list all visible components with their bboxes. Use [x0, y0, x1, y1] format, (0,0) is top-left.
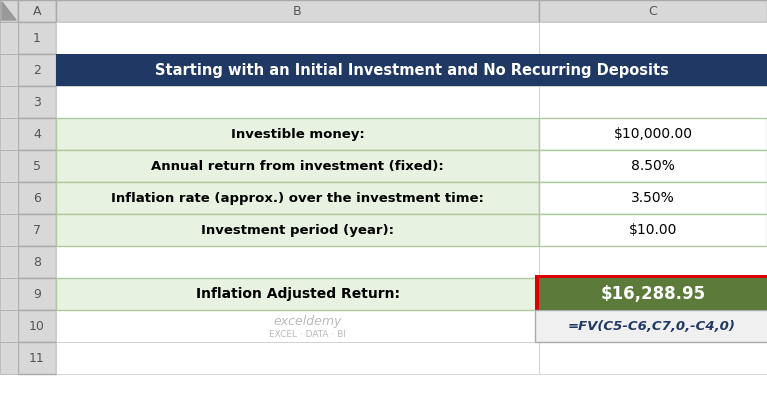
Bar: [56, 54, 539, 86]
Bar: [18, 0, 56, 22]
Bar: [56, 0, 539, 22]
Text: 3: 3: [33, 95, 41, 108]
Bar: [539, 182, 767, 214]
Bar: [56, 278, 539, 310]
Text: $16,288.95: $16,288.95: [601, 285, 706, 303]
Bar: [18, 150, 56, 182]
Bar: [539, 214, 767, 246]
Text: 1: 1: [33, 32, 41, 45]
Bar: [539, 22, 767, 54]
Bar: [18, 22, 56, 54]
Bar: [56, 246, 539, 278]
Bar: [539, 246, 767, 278]
Bar: [539, 310, 767, 342]
Bar: [56, 182, 539, 214]
Bar: [56, 54, 767, 86]
Text: Starting with an Initial Investment and No Recurring Deposits: Starting with an Initial Investment and …: [155, 63, 668, 78]
Text: C: C: [649, 5, 657, 18]
Bar: [539, 182, 767, 214]
Bar: [535, 310, 767, 342]
Bar: [0, 0, 18, 22]
Bar: [539, 150, 767, 182]
Bar: [56, 118, 539, 150]
Text: EXCEL · DATA · BI: EXCEL · DATA · BI: [268, 330, 346, 339]
Text: 3.50%: 3.50%: [631, 191, 675, 205]
Bar: [56, 150, 539, 182]
Bar: [0, 150, 18, 182]
Text: =FV(C5-C6,C7,0,-C4,0): =FV(C5-C6,C7,0,-C4,0): [568, 319, 736, 332]
Text: 7: 7: [33, 224, 41, 236]
Bar: [18, 278, 56, 310]
Bar: [18, 54, 56, 86]
Bar: [56, 342, 539, 374]
Text: $10,000.00: $10,000.00: [614, 127, 693, 141]
Bar: [0, 54, 18, 86]
Text: $10.00: $10.00: [629, 223, 677, 237]
Bar: [0, 118, 18, 150]
Text: 8: 8: [33, 256, 41, 269]
Bar: [56, 22, 539, 54]
Bar: [56, 118, 539, 150]
Bar: [18, 182, 56, 214]
Text: exceldemy: exceldemy: [273, 314, 341, 327]
Bar: [56, 214, 539, 246]
Bar: [18, 214, 56, 246]
Bar: [56, 214, 539, 246]
Bar: [0, 278, 18, 310]
Bar: [0, 86, 18, 118]
Bar: [56, 182, 539, 214]
Bar: [0, 342, 18, 374]
Text: Inflation Adjusted Return:: Inflation Adjusted Return:: [196, 287, 400, 301]
Bar: [0, 22, 18, 54]
Text: 2: 2: [33, 63, 41, 76]
Bar: [539, 278, 767, 310]
Bar: [539, 118, 767, 150]
Bar: [18, 310, 56, 342]
Bar: [539, 86, 767, 118]
Text: A: A: [33, 5, 41, 18]
Text: Inflation rate (approx.) over the investment time:: Inflation rate (approx.) over the invest…: [111, 191, 484, 204]
Bar: [56, 150, 539, 182]
Bar: [539, 150, 767, 182]
Text: 5: 5: [33, 159, 41, 173]
Text: 11: 11: [29, 352, 45, 364]
Text: Investment period (year):: Investment period (year):: [201, 224, 394, 236]
Text: 9: 9: [33, 287, 41, 301]
Bar: [539, 278, 767, 310]
Bar: [0, 310, 18, 342]
Bar: [539, 118, 767, 150]
Bar: [56, 310, 539, 342]
Text: Annual return from investment (fixed):: Annual return from investment (fixed):: [151, 159, 444, 173]
Bar: [18, 86, 56, 118]
Bar: [535, 275, 767, 314]
Bar: [56, 86, 539, 118]
Bar: [18, 342, 56, 374]
Text: 6: 6: [33, 191, 41, 204]
Text: 8.50%: 8.50%: [631, 159, 675, 173]
Bar: [0, 182, 18, 214]
Bar: [0, 214, 18, 246]
Bar: [539, 0, 767, 22]
Text: 10: 10: [29, 319, 45, 332]
Bar: [539, 342, 767, 374]
Text: B: B: [293, 5, 301, 18]
Bar: [18, 246, 56, 278]
Bar: [539, 214, 767, 246]
Text: 4: 4: [33, 128, 41, 141]
Bar: [0, 246, 18, 278]
Bar: [18, 118, 56, 150]
Bar: [56, 278, 539, 310]
Bar: [539, 54, 767, 86]
Text: Investible money:: Investible money:: [231, 128, 364, 141]
Polygon shape: [2, 2, 16, 20]
